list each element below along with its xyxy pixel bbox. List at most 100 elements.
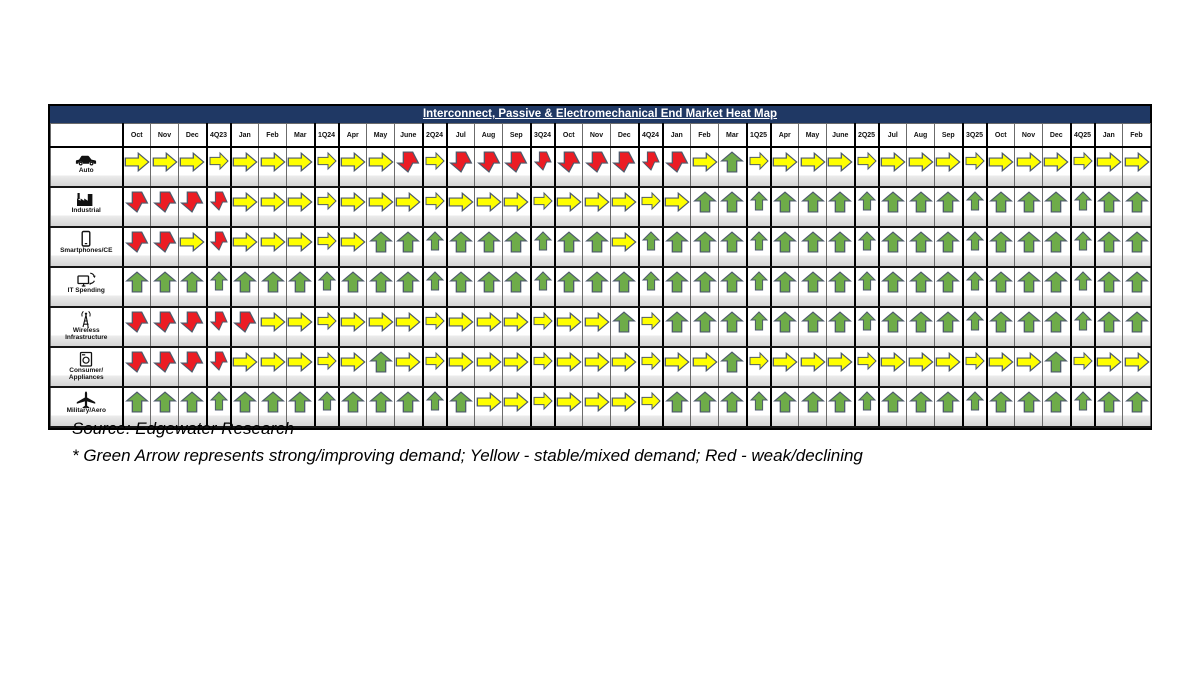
up-arrow-icon <box>1016 271 1041 293</box>
heatmap-cell <box>906 146 935 188</box>
factory-icon <box>77 193 93 206</box>
down-arrow-icon <box>124 311 149 333</box>
heatmap-cell <box>366 266 395 308</box>
heatmap-cell <box>178 306 207 348</box>
heatmap-cell <box>986 146 1015 188</box>
up-arrow-icon <box>533 271 552 291</box>
heatmap-cell <box>826 306 855 348</box>
heatmap-cell <box>637 266 664 308</box>
down-arrow-icon <box>152 191 176 213</box>
up-arrow-icon <box>1124 391 1149 413</box>
heatmap-cell <box>205 266 232 308</box>
heatmap-cell <box>554 226 583 268</box>
heatmap-cell <box>1069 266 1096 308</box>
heatmap-cell <box>150 266 179 308</box>
heatmap-cell <box>1069 186 1096 228</box>
heatmap-cell <box>986 306 1015 348</box>
heatmap-cell <box>934 266 963 308</box>
heatmap-cell <box>554 386 583 428</box>
heatmap-row: Smartphones/CE <box>50 226 1151 268</box>
up-arrow-icon <box>857 231 876 251</box>
heatmap-cell <box>474 186 503 228</box>
heatmap-cell <box>474 306 503 348</box>
heatmap-row: Consumer/ Appliances <box>50 346 1151 388</box>
heatmap-cell <box>178 226 207 268</box>
up-arrow-icon <box>504 231 529 253</box>
source-text: Source: Edgewater Research <box>72 419 295 438</box>
right-arrow-icon <box>611 191 637 213</box>
up-arrow-icon <box>1044 311 1069 333</box>
heatmap-cell <box>798 186 827 228</box>
heatmap-cell <box>718 266 747 308</box>
heatmap-cell <box>286 306 315 348</box>
right-arrow-icon <box>1016 151 1042 173</box>
up-arrow-icon <box>965 311 984 331</box>
heatmap-cell <box>798 346 827 388</box>
down-arrow-icon <box>124 191 149 213</box>
row-label: IT Spending <box>67 287 105 294</box>
up-arrow-icon <box>988 391 1013 413</box>
up-arrow-icon <box>908 191 933 213</box>
heatmap-cell <box>770 146 799 188</box>
right-arrow-icon <box>556 311 582 333</box>
heatmap-cell <box>554 186 583 228</box>
heatmap-row: Wireless Infrastructure <box>50 306 1151 348</box>
heatmap-cell <box>986 226 1015 268</box>
right-arrow-icon <box>857 151 877 171</box>
up-arrow-icon <box>124 391 149 413</box>
down-arrow-icon <box>209 311 228 331</box>
heatmap-cell <box>150 386 179 428</box>
heatmap-cell <box>313 186 340 228</box>
heatmap-cell <box>122 306 151 348</box>
heatmap-cell <box>1014 186 1043 228</box>
right-arrow-icon <box>584 391 610 413</box>
heatmap-cell <box>853 386 880 428</box>
right-arrow-icon <box>1043 151 1069 173</box>
heatmap-cell <box>826 386 855 428</box>
heatmap-cell <box>502 306 531 348</box>
heatmap-cell <box>934 386 963 428</box>
heatmap-cell <box>582 306 611 348</box>
right-arrow-icon <box>800 151 826 173</box>
up-arrow-icon <box>880 271 905 293</box>
heatmap-cell <box>745 346 772 388</box>
up-arrow-icon <box>692 231 717 253</box>
heatmap-cell <box>1069 386 1096 428</box>
heatmap-cell <box>662 226 691 268</box>
right-arrow-icon <box>1016 351 1042 373</box>
down-arrow-icon <box>396 151 420 173</box>
up-arrow-icon <box>1096 271 1121 293</box>
column-header: Oct <box>554 123 583 148</box>
heatmap-cell <box>878 146 907 188</box>
up-arrow-icon <box>908 231 933 253</box>
heatmap-row: Auto <box>50 146 1151 188</box>
up-arrow-icon <box>425 231 444 251</box>
up-arrow-icon <box>988 271 1013 293</box>
right-arrow-icon <box>749 151 769 171</box>
heatmap-cell <box>338 186 367 228</box>
heatmap-cell <box>313 306 340 348</box>
heatmap-cell <box>474 226 503 268</box>
column-header: 3Q25 <box>961 123 988 148</box>
heatmap-cell <box>502 186 531 228</box>
right-arrow-icon <box>317 151 337 171</box>
up-arrow-icon <box>340 391 365 413</box>
up-arrow-icon <box>152 271 177 293</box>
heatmap-cell <box>230 226 259 268</box>
heatmap-cell <box>1094 266 1123 308</box>
up-arrow-icon <box>1073 271 1092 291</box>
right-arrow-icon <box>533 191 553 211</box>
heatmap-cell <box>1094 226 1123 268</box>
heatmap-cell <box>826 266 855 308</box>
column-header: May <box>366 123 395 148</box>
heatmap-cell <box>934 226 963 268</box>
heatmap-cell <box>853 266 880 308</box>
heatmap-cell <box>961 386 988 428</box>
up-arrow-icon <box>772 311 797 333</box>
up-arrow-icon <box>584 271 609 293</box>
down-arrow-icon <box>152 311 176 333</box>
heatmap-cell <box>690 346 719 388</box>
up-arrow-icon <box>988 231 1013 253</box>
heatmap-cell <box>258 306 287 348</box>
smartphone-icon <box>81 230 91 247</box>
